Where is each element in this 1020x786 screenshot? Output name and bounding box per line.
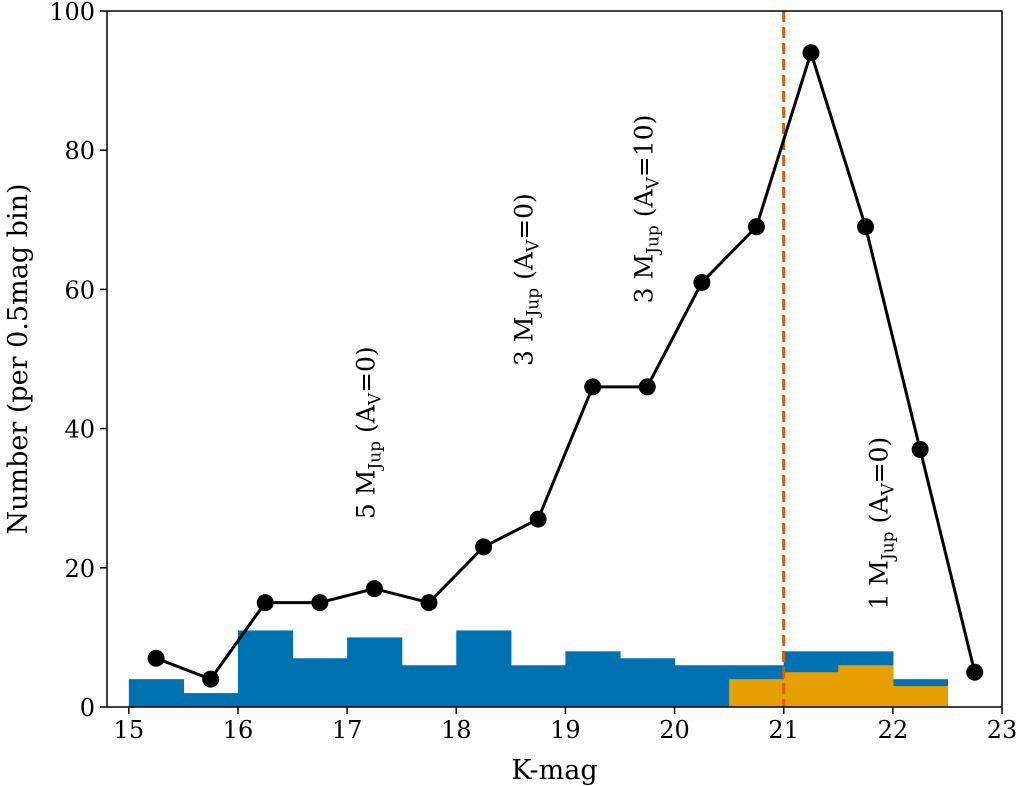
- hist-bar-subset: [838, 665, 894, 707]
- x-tick-label: 22: [878, 716, 909, 744]
- model-point: [584, 378, 602, 396]
- hist-bar-observed: [619, 658, 676, 707]
- model-point: [638, 378, 656, 396]
- model-point: [747, 218, 765, 236]
- hist-bar-subset: [892, 686, 949, 707]
- model-point: [147, 649, 165, 667]
- model-point: [365, 580, 383, 598]
- hist-bar-observed: [347, 637, 403, 707]
- model-point: [966, 663, 984, 681]
- y-tick-label: 80: [64, 137, 95, 165]
- model-line-layer: [147, 44, 984, 688]
- x-tick-label: 20: [659, 716, 690, 744]
- x-tick-label: 16: [223, 716, 254, 744]
- model-point: [475, 538, 493, 556]
- histogram-layer: [128, 630, 949, 707]
- y-tick-label: 0: [80, 694, 95, 722]
- model-point: [911, 440, 929, 458]
- plot-frame: [106, 10, 1003, 708]
- mass-annotation: 3 MJup (AV=0): [510, 193, 544, 366]
- hist-bar-observed: [674, 665, 730, 707]
- model-point: [529, 510, 547, 528]
- y-axis-label: Number (per 0.5mag bin): [3, 184, 34, 535]
- mass-annotation: 3 MJup (AV=10): [630, 115, 664, 304]
- x-axis-label: K-mag: [511, 755, 597, 786]
- mass-annotation: 1 MJup (AV=0): [864, 437, 898, 610]
- model-point: [420, 594, 438, 612]
- mass-annotation: 5 MJup (AV=0): [351, 346, 385, 519]
- model-line: [155, 47, 977, 681]
- model-point: [311, 594, 329, 612]
- y-tick-label: 100: [49, 0, 95, 26]
- model-point: [802, 44, 820, 62]
- y-tick-label: 40: [64, 416, 95, 444]
- annotation-layer: 5 MJup (AV=0) 3 MJup (AV=0) 3 MJup (AV=10)…: [351, 115, 898, 610]
- model-point: [693, 273, 711, 291]
- x-tick-label: 17: [332, 716, 363, 744]
- x-tick-label: 21: [768, 716, 799, 744]
- model-point: [256, 594, 274, 612]
- hist-bar-observed: [292, 658, 348, 707]
- y-tick-label: 20: [64, 555, 95, 583]
- x-tick-label: 23: [987, 716, 1018, 744]
- hist-bar-observed: [401, 665, 457, 707]
- model-point: [202, 670, 220, 688]
- x-tick-label: 18: [441, 716, 472, 744]
- x-tick-label: 15: [114, 716, 145, 744]
- model-point: [857, 218, 875, 236]
- hist-bar-subset: [783, 672, 839, 707]
- hist-bar-observed: [456, 630, 512, 707]
- hist-bar-observed: [128, 679, 185, 707]
- hist-bar-observed: [510, 665, 567, 707]
- x-tick-label: 19: [550, 716, 581, 744]
- hist-bar-subset: [729, 679, 785, 707]
- y-tick-label: 60: [64, 276, 95, 304]
- axes-layer: 15 16 17 18 19 20 21 22 23 0 20 40 60 80 100: [49, 0, 1017, 744]
- hist-bar-observed: [237, 630, 294, 707]
- hist-bar-observed: [183, 693, 239, 707]
- hist-bar-observed: [565, 651, 621, 707]
